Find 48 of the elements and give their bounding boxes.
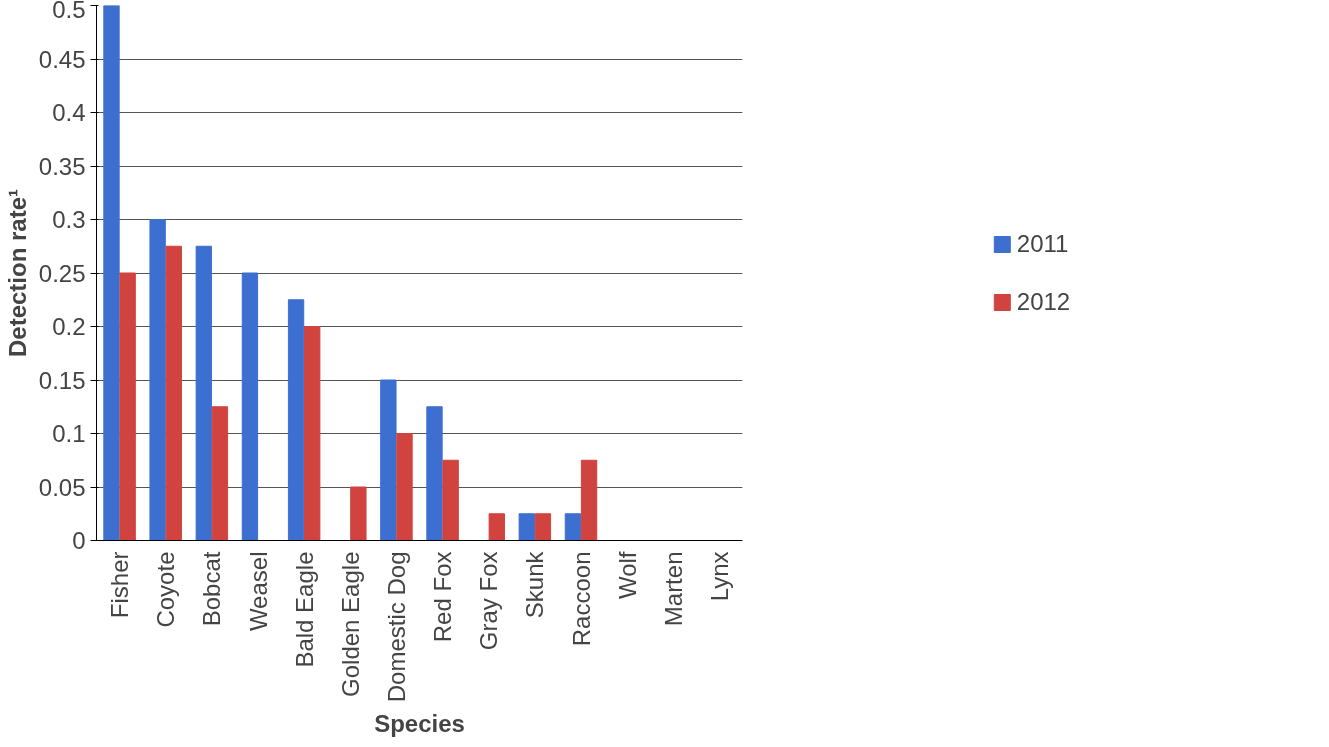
bar: [488, 513, 505, 541]
y-tick-label: 0.15: [38, 366, 86, 394]
bar: [534, 513, 552, 541]
y-tick-label: 0: [72, 527, 86, 554]
bar: [195, 245, 212, 541]
bar: [396, 433, 413, 541]
y-axis-title: Detection rate¹: [3, 188, 31, 358]
x-tick-label: Coyote: [152, 551, 180, 628]
legend-label: 2011: [1016, 229, 1069, 258]
y-tick-label: 0.25: [38, 259, 86, 287]
y-tick-label: 0.2: [52, 313, 86, 340]
bar: [350, 486, 367, 541]
bar: [103, 5, 120, 541]
bar: [426, 406, 443, 541]
y-tick-label: 0.5: [52, 0, 86, 23]
x-tick-label: Bobcat: [198, 551, 226, 627]
bar: [241, 272, 259, 541]
x-tick-label: Fisher: [106, 551, 134, 619]
bar: [287, 299, 305, 541]
bar: [165, 245, 182, 541]
bar: [580, 459, 598, 541]
bar: [442, 459, 459, 541]
x-tick-label: Marten: [659, 551, 687, 627]
x-tick-label: Wolf: [613, 551, 641, 600]
x-tick-label: Bald Eagle: [290, 551, 318, 668]
x-tick-label: Red Fox: [429, 551, 457, 643]
x-tick-label: Gray Fox: [475, 551, 503, 651]
bar: [119, 272, 136, 541]
y-tick-label: 0.3: [52, 206, 86, 233]
x-tick-label: Golden Eagle: [336, 551, 364, 697]
bar: [380, 379, 397, 541]
y-tick-label: 0.35: [38, 152, 86, 180]
bar: [564, 513, 582, 541]
x-tick-label: Domestic Dog: [382, 551, 410, 703]
y-tick-label: 0.1: [52, 420, 86, 447]
x-tick-label: Skunk: [521, 550, 549, 619]
bar: [518, 513, 535, 541]
bar: [149, 219, 166, 541]
bar: [211, 406, 229, 541]
x-tick-label: Raccoon: [567, 551, 595, 647]
y-tick-label: 0.4: [52, 99, 86, 126]
y-tick-label: 0.05: [38, 473, 86, 501]
legend-label: 2012: [1016, 287, 1071, 316]
x-tick-label: Weasel: [244, 551, 272, 632]
y-tick-label: 0.45: [38, 45, 86, 73]
bar: [304, 326, 321, 541]
x-tick-label: Lynx: [705, 551, 733, 602]
x-axis-title: Species: [374, 710, 465, 738]
